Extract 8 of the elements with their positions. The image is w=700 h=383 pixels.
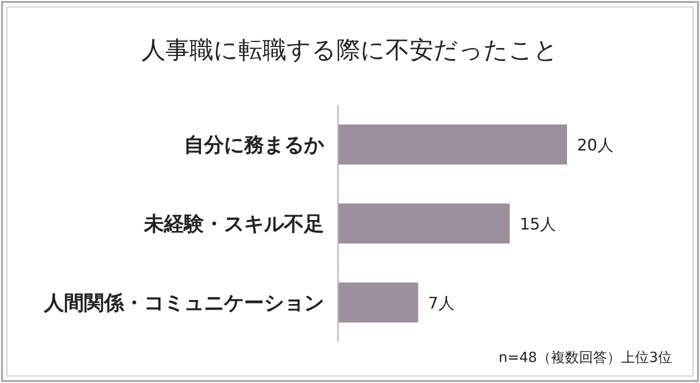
data-label: 20人: [577, 136, 614, 154]
data-label: 7人: [428, 294, 454, 312]
chart-title: 人事職に転職する際に不安だったこと: [142, 36, 558, 64]
y-tick-label: 人間関係・コミュニケーション: [43, 290, 324, 314]
text: n=48（複数回答）上位3位: [498, 350, 672, 366]
data-label: 15人: [520, 214, 556, 234]
y-tick-label: 未経験・スキル不足: [143, 212, 324, 236]
y-tick-label: 自分に務まるか: [184, 132, 325, 156]
